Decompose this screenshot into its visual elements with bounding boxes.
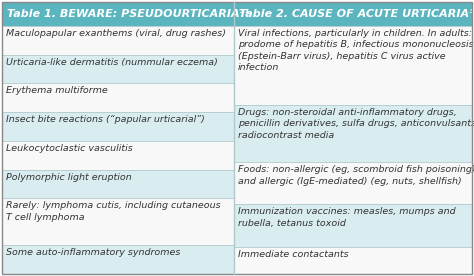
Text: Table 2. CAUSE OF ACUTE URTICARIA³²: Table 2. CAUSE OF ACUTE URTICARIA³² bbox=[239, 9, 474, 19]
Text: Immunization vaccines: measles, mumps and
rubella, tetanus toxoid: Immunization vaccines: measles, mumps an… bbox=[238, 208, 456, 228]
Text: Polymorphic light eruption: Polymorphic light eruption bbox=[6, 172, 132, 182]
Text: Maculopapular exanthems (viral, drug rashes): Maculopapular exanthems (viral, drug ras… bbox=[6, 29, 226, 38]
Bar bbox=[2, 169, 234, 198]
Text: Erythema multiforme: Erythema multiforme bbox=[6, 86, 108, 95]
Text: Foods: non-allergic (eg, scombroid fish poisoning)
and allergic (IgE-mediated) (: Foods: non-allergic (eg, scombroid fish … bbox=[238, 165, 474, 185]
Bar bbox=[2, 198, 234, 245]
Text: Some auto-inflammatory syndromes: Some auto-inflammatory syndromes bbox=[6, 248, 181, 257]
Bar bbox=[2, 141, 234, 169]
Bar bbox=[2, 26, 234, 55]
Bar bbox=[2, 55, 234, 83]
Bar bbox=[2, 2, 234, 26]
Bar bbox=[234, 2, 472, 26]
Bar bbox=[2, 112, 234, 141]
Text: Viral infections, particularly in children. In adults:
prodome of hepatitis B, i: Viral infections, particularly in childr… bbox=[238, 29, 474, 72]
Text: Rarely: lymphoma cutis, including cutaneous
T cell lymphoma: Rarely: lymphoma cutis, including cutane… bbox=[6, 201, 220, 222]
Text: Drugs: non-steroidal anti-inflammatory drugs,
penicillin derivatives, sulfa drug: Drugs: non-steroidal anti-inflammatory d… bbox=[238, 108, 474, 140]
Bar bbox=[234, 205, 472, 247]
Text: Leukocytoclastic vasculitis: Leukocytoclastic vasculitis bbox=[6, 144, 133, 153]
Bar bbox=[234, 26, 472, 105]
Text: Insect bite reactions (“papular urticarial”): Insect bite reactions (“papular urticari… bbox=[6, 115, 205, 124]
Bar bbox=[234, 162, 472, 205]
Text: Urticaria-like dermatitis (nummular eczema): Urticaria-like dermatitis (nummular ecze… bbox=[6, 58, 218, 67]
Bar bbox=[2, 83, 234, 112]
Text: Immediate contactants: Immediate contactants bbox=[238, 250, 348, 259]
Bar bbox=[234, 247, 472, 274]
Bar bbox=[234, 105, 472, 162]
Bar bbox=[2, 245, 234, 274]
Text: Table 1. BEWARE: PSEUDOURTICARIA³¹: Table 1. BEWARE: PSEUDOURTICARIA³¹ bbox=[7, 9, 249, 19]
